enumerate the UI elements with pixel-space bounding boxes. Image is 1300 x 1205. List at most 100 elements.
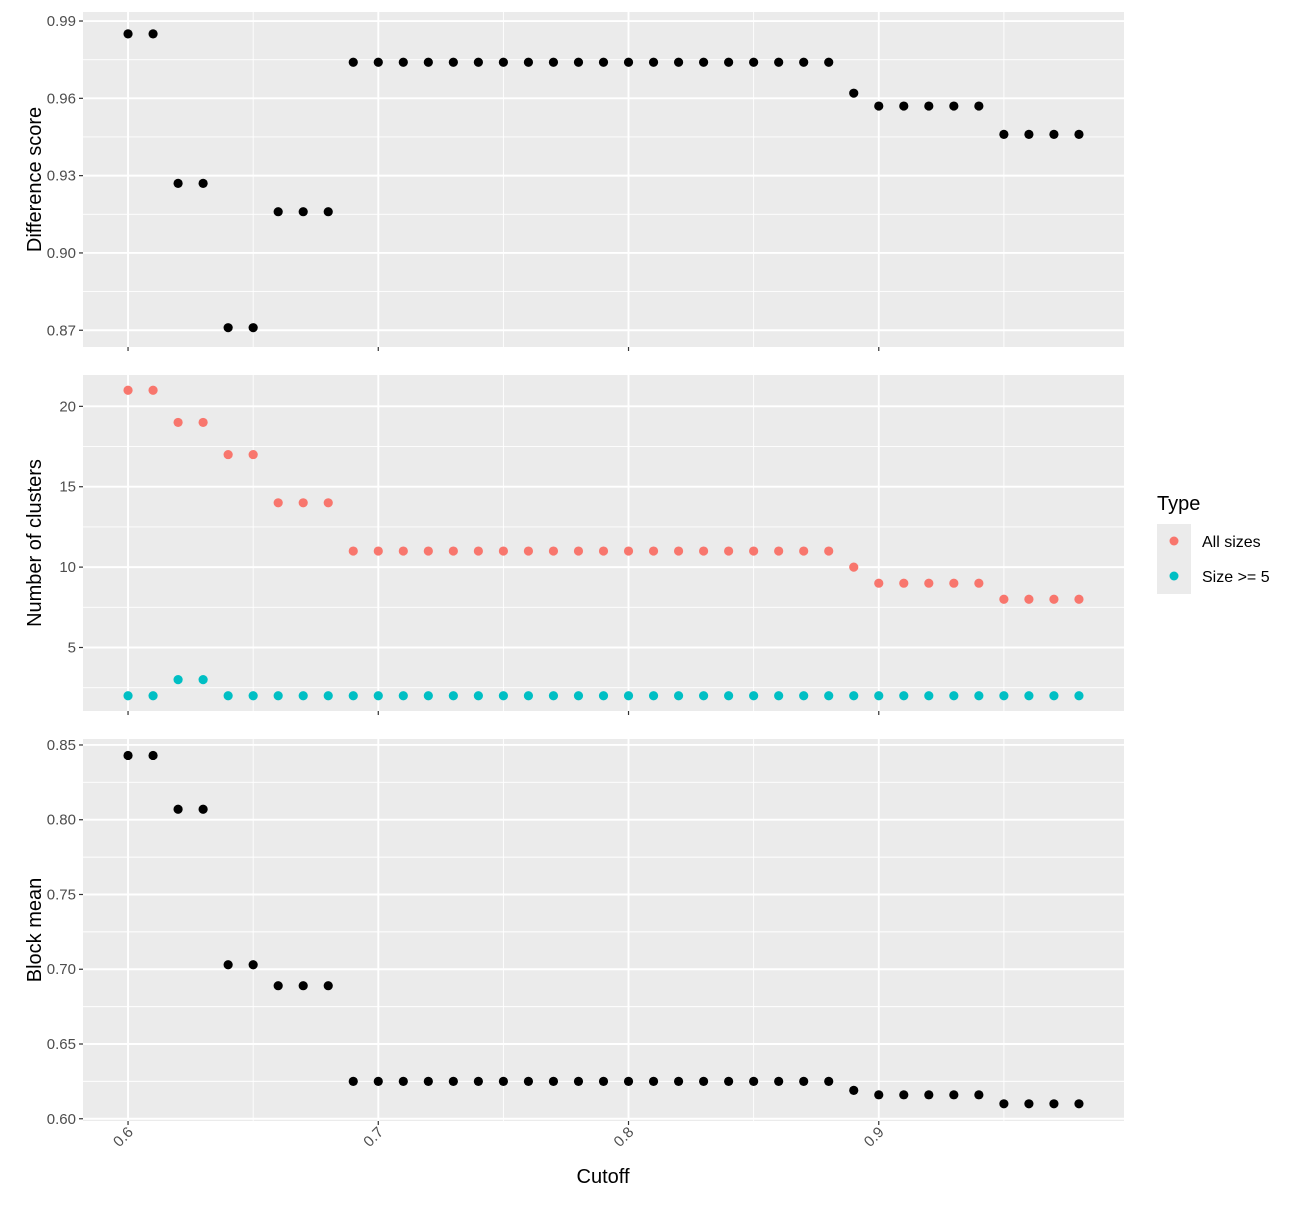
data-point <box>849 691 859 701</box>
data-point <box>323 207 333 217</box>
data-point <box>448 57 458 67</box>
data-point <box>924 578 934 588</box>
y-axis-title: Number of clusters <box>24 459 46 627</box>
data-point <box>423 546 433 556</box>
data-point <box>573 57 584 67</box>
data-point <box>824 546 834 556</box>
legend: Type All sizes Size >= 5 <box>1157 493 1270 594</box>
data-point <box>198 417 208 428</box>
data-point <box>774 546 784 556</box>
data-point <box>623 1076 634 1086</box>
data-point <box>999 129 1009 140</box>
data-point <box>323 498 333 508</box>
data-point <box>824 57 834 67</box>
data-point <box>1024 129 1034 140</box>
data-point <box>799 1076 809 1086</box>
data-point <box>523 691 534 701</box>
data-point <box>598 1076 609 1086</box>
y-tick-label: 0.80 <box>47 812 76 829</box>
data-point <box>749 546 759 556</box>
data-point <box>698 546 709 556</box>
legend-key-size-5 <box>1169 571 1179 581</box>
y-tick-label: 0.85 <box>47 737 76 754</box>
data-point <box>323 981 333 991</box>
data-point <box>749 57 759 67</box>
data-point <box>223 960 233 970</box>
data-point <box>298 498 308 508</box>
data-point <box>1024 691 1034 701</box>
data-point <box>774 691 784 701</box>
data-point <box>724 57 734 67</box>
data-point <box>223 323 233 333</box>
data-point <box>398 691 408 701</box>
panel-1: 0.87 0.90 0.93 0.96 0.99 Difference score <box>24 12 1124 351</box>
legend-label-size-5: Size >= 5 <box>1202 569 1270 586</box>
data-point <box>1049 1099 1059 1109</box>
data-point <box>473 691 483 701</box>
data-point <box>373 546 383 556</box>
data-point <box>648 546 659 556</box>
data-point <box>1074 1099 1084 1109</box>
panel-2: 5 10 15 20 Number of clusters <box>24 375 1124 715</box>
data-point <box>899 578 909 588</box>
data-point <box>749 691 759 701</box>
data-point <box>849 88 859 98</box>
data-point <box>874 1090 884 1100</box>
data-point <box>498 1076 509 1086</box>
legend-key-all-sizes <box>1169 536 1179 546</box>
panels-group: 0.87 0.90 0.93 0.96 0.99 Difference score 5 10 1… <box>24 12 1124 1128</box>
data-point <box>323 691 333 701</box>
x-axis: 0.6 0.7 0.8 0.9 <box>110 1124 887 1151</box>
data-point <box>348 57 358 67</box>
data-point <box>999 1099 1009 1109</box>
data-point <box>423 691 433 701</box>
data-point <box>623 691 634 701</box>
data-point <box>623 546 634 556</box>
data-point <box>273 981 283 991</box>
data-point <box>348 546 358 556</box>
y-tick-label: 0.70 <box>47 961 76 978</box>
x-tick-label: 0.6 <box>110 1124 137 1151</box>
series-2 <box>123 675 1084 701</box>
data-point <box>173 178 183 188</box>
data-point <box>949 578 959 588</box>
data-point <box>148 691 158 701</box>
data-point <box>348 1076 358 1086</box>
y-tick-label: 0.96 <box>47 90 76 107</box>
data-point <box>473 57 483 67</box>
data-point <box>1049 129 1059 140</box>
data-point <box>648 691 659 701</box>
data-point <box>448 1076 458 1086</box>
x-tick-label: 0.7 <box>360 1124 387 1151</box>
x-tick-label: 0.9 <box>861 1124 888 1151</box>
legend-label-all-sizes: All sizes <box>1202 534 1261 551</box>
data-point <box>248 960 258 970</box>
data-point <box>373 57 383 67</box>
panel-3: 0.60 0.65 0.70 0.75 0.80 0.85 Block mean <box>24 737 1124 1128</box>
data-point <box>173 417 183 428</box>
data-point <box>974 1090 984 1100</box>
data-point <box>448 546 458 556</box>
data-point <box>949 691 959 701</box>
data-point <box>248 449 258 460</box>
y-tick-label: 0.87 <box>47 322 76 339</box>
data-point <box>148 29 158 39</box>
legend-key-background <box>1157 524 1191 594</box>
data-point <box>498 691 509 701</box>
y-tick-label: 0.75 <box>47 886 76 903</box>
data-point <box>523 546 534 556</box>
data-point <box>548 546 559 556</box>
series-1 <box>123 750 1084 1109</box>
data-point <box>373 1076 383 1086</box>
data-point <box>598 691 609 701</box>
y-tick-label: 15 <box>59 479 76 496</box>
data-point <box>498 546 509 556</box>
data-point <box>774 1076 784 1086</box>
data-point <box>548 1076 559 1086</box>
data-point <box>899 691 909 701</box>
data-point <box>673 546 684 556</box>
data-point <box>1074 691 1084 701</box>
legend-title: Type <box>1157 493 1200 515</box>
y-axis-title: Block mean <box>24 878 46 983</box>
